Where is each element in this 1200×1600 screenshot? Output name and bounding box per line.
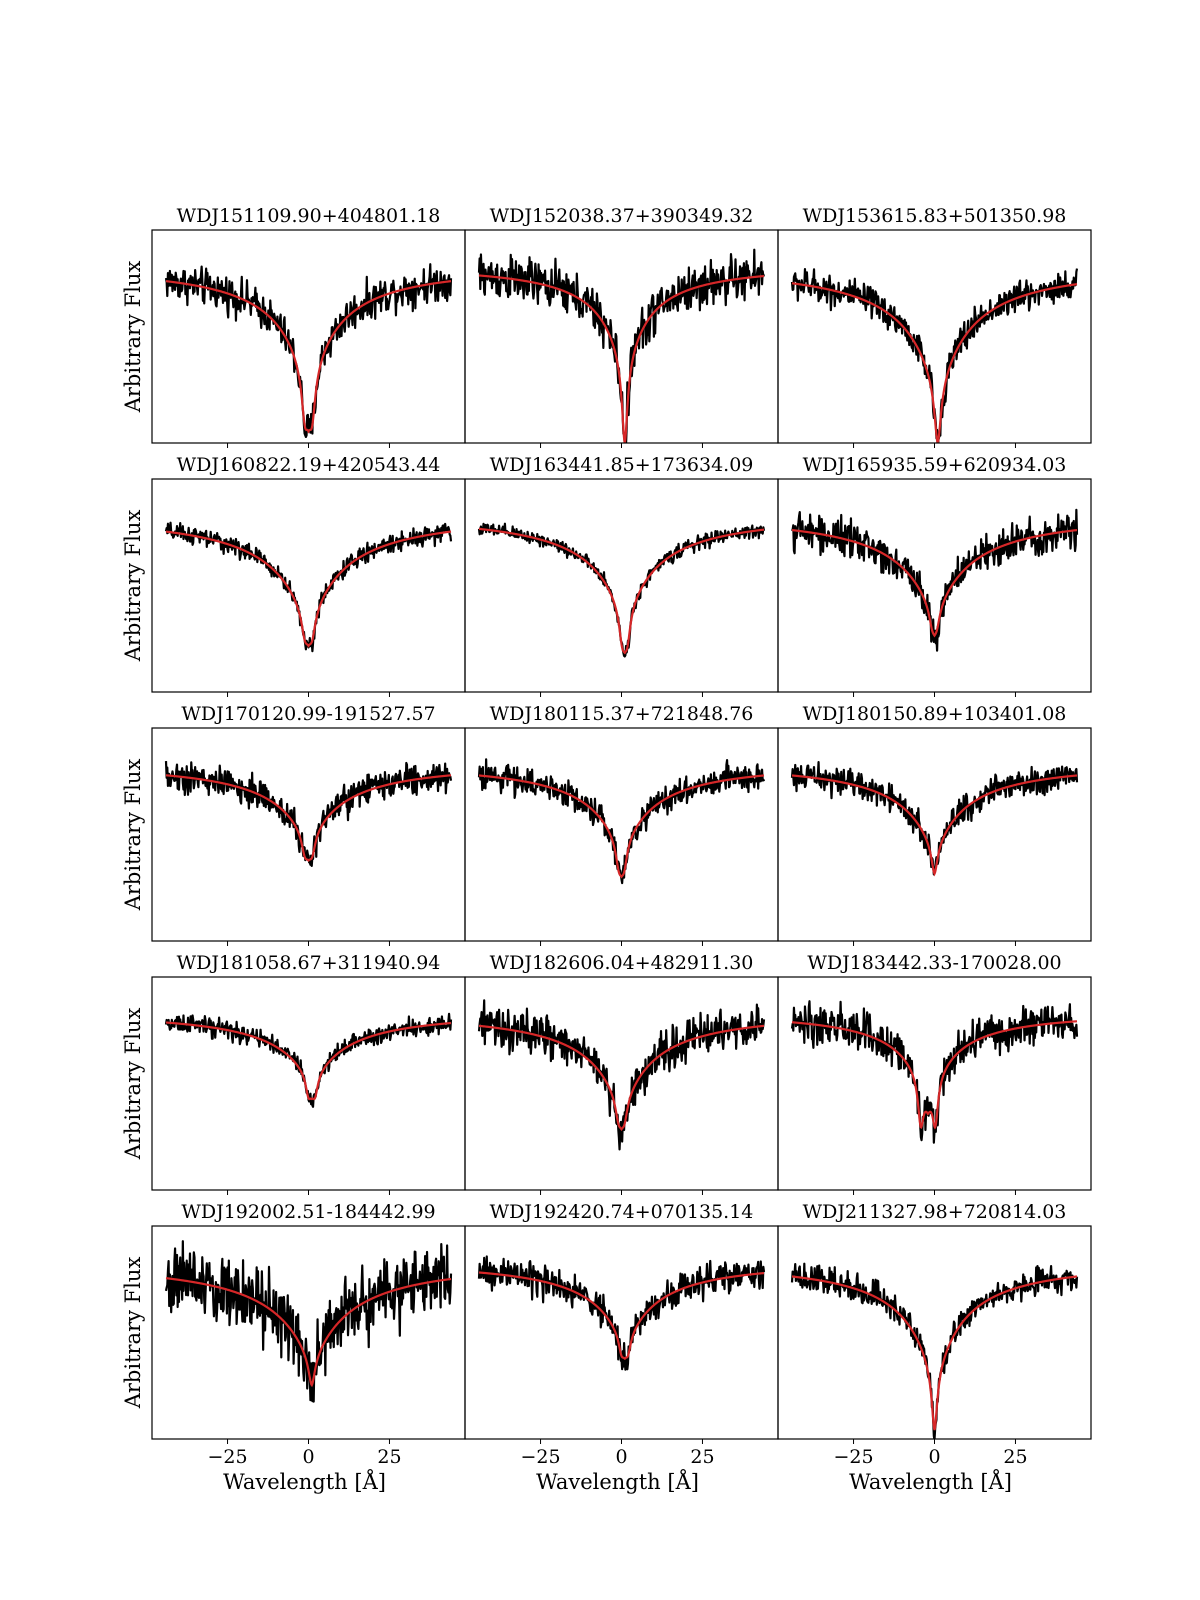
observed-spectrum-line (164, 263, 453, 439)
x-axis-label: Wavelength [Å] (849, 1469, 1012, 1494)
observed-spectrum-line (164, 521, 453, 653)
model-fit-line (478, 774, 765, 879)
observed-spectrum-line (477, 999, 766, 1151)
panel-title: WDJ180150.89+103401.08 (803, 703, 1067, 725)
panel-frame (777, 478, 1092, 693)
spectrum-panel: WDJ153615.83+501350.98 (777, 205, 1092, 448)
observed-spectrum-line (477, 758, 766, 885)
observed-spectrum-line (790, 1262, 1079, 1439)
x-tick-label: −25 (207, 1446, 247, 1468)
spectrum-panel: WDJ152038.37+390349.32 (464, 205, 779, 448)
x-tick-label: −25 (520, 1446, 560, 1468)
spectrum-panel: WDJ165935.59+620934.03 (777, 454, 1092, 697)
panel-title: WDJ180115.37+721848.76 (490, 703, 754, 725)
spectrum-panel: WDJ180150.89+103401.08 (777, 703, 1092, 946)
model-fit-line (165, 1021, 452, 1101)
panel-title: WDJ165935.59+620934.03 (803, 454, 1067, 476)
panel-frame (777, 1225, 1092, 1440)
panel-title: WDJ170120.99-191527.57 (181, 703, 435, 725)
panel-title: WDJ152038.37+390349.32 (490, 205, 754, 227)
spectrum-panel: WDJ183442.33-170028.00 (777, 952, 1092, 1195)
observed-spectrum-line (164, 1240, 453, 1403)
model-fit-line (165, 280, 452, 434)
spectrum-panel: WDJ160822.19+420543.44 Arbitrary Flux (121, 454, 466, 697)
x-tick-label: 25 (690, 1446, 714, 1468)
panel-frame (464, 976, 779, 1191)
model-fit-line (478, 1271, 765, 1361)
panel-frame (464, 478, 779, 693)
x-tick-label: 0 (615, 1446, 627, 1468)
x-tick-label: 25 (1003, 1446, 1027, 1468)
observed-spectrum-line (477, 1255, 766, 1371)
model-fit-line (791, 1275, 1078, 1431)
observed-spectrum-line (791, 508, 1079, 652)
y-axis-label: Arbitrary Flux (121, 759, 145, 912)
spectrum-panel: WDJ151109.90+404801.18 Arbitrary Flux (121, 205, 466, 448)
panel-title: WDJ182606.04+482911.30 (490, 952, 754, 974)
model-fit-line (791, 528, 1078, 638)
model-fit-line (478, 1024, 765, 1132)
x-axis-label: Wavelength [Å] (223, 1469, 386, 1494)
panel-frame (464, 1225, 779, 1440)
panel-frame (151, 727, 466, 942)
panel-frame (151, 1225, 466, 1440)
spectrum-panel: WDJ181058.67+311940.94 Arbitrary Flux (121, 952, 466, 1195)
panel-title: WDJ183442.33-170028.00 (807, 952, 1061, 974)
x-tick-label: 0 (302, 1446, 314, 1468)
panel-title: WDJ151109.90+404801.18 (177, 205, 441, 227)
panel-title: WDJ153615.83+501350.98 (803, 205, 1067, 227)
spectrum-panel: WDJ182606.04+482911.30 (464, 952, 779, 1195)
panel-frame (777, 727, 1092, 942)
model-fit-line (165, 530, 452, 648)
y-axis-label: Arbitrary Flux (121, 261, 145, 414)
observed-spectrum-line (790, 761, 1079, 876)
panel-frame (151, 229, 466, 444)
model-fit-line (791, 774, 1078, 877)
x-axis-label: Wavelength [Å] (536, 1469, 699, 1494)
model-fit-line (791, 282, 1078, 443)
panel-title: WDJ211327.98+720814.03 (803, 1201, 1067, 1223)
y-axis-label: Arbitrary Flux (121, 1008, 145, 1161)
y-axis-label: Arbitrary Flux (121, 510, 145, 663)
y-axis-label: Arbitrary Flux (121, 1257, 145, 1410)
spectrum-panel: WDJ170120.99-191527.57 Arbitrary Flux (121, 703, 466, 946)
model-fit-line (165, 1277, 452, 1388)
x-tick-label: 25 (377, 1446, 401, 1468)
model-fit-line (791, 1020, 1078, 1130)
spectrum-panel: WDJ163441.85+173634.09 (464, 454, 779, 697)
model-fit-line (478, 527, 765, 655)
panel-title: WDJ192420.74+070135.14 (490, 1201, 754, 1223)
model-fit-line (165, 774, 452, 862)
x-tick-label: 0 (928, 1446, 940, 1468)
spectrum-panel: WDJ180115.37+721848.76 (464, 703, 779, 946)
panel-frame (151, 478, 466, 693)
x-tick-label: −25 (833, 1446, 873, 1468)
panel-title: WDJ192002.51-184442.99 (181, 1201, 435, 1223)
panel-title: WDJ163441.85+173634.09 (490, 454, 754, 476)
observed-spectrum-line (790, 1000, 1079, 1144)
panel-title: WDJ181058.67+311940.94 (177, 952, 441, 974)
panel-title: WDJ160822.19+420543.44 (177, 454, 441, 476)
panel-frame (151, 976, 466, 1191)
observed-spectrum-line (164, 760, 453, 867)
panel-frame (464, 727, 779, 942)
model-fit-line (478, 274, 765, 443)
